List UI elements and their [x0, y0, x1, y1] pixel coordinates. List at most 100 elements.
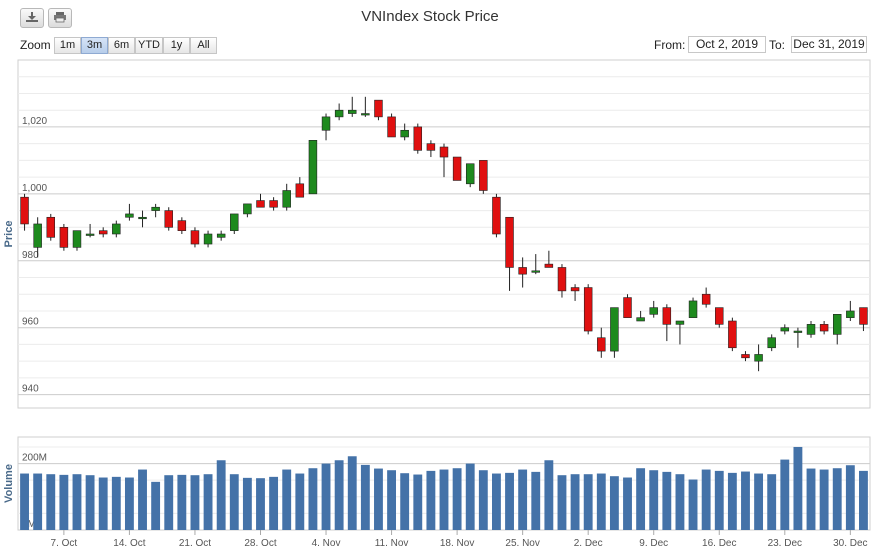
candle	[846, 300, 855, 321]
candle	[492, 193, 501, 238]
x-tick-label: 28. Oct	[244, 538, 276, 549]
candle	[203, 230, 213, 248]
zoom-3m-button[interactable]: 3m	[81, 37, 108, 54]
volume-bar	[33, 473, 43, 530]
volume-bar	[216, 460, 226, 530]
download-button[interactable]	[20, 8, 44, 28]
zoom-label: Zoom	[20, 38, 51, 52]
candle	[701, 287, 711, 308]
volume-bar	[636, 468, 646, 530]
candle-body	[190, 230, 200, 245]
to-date-input[interactable]: Dec 31, 2019	[791, 36, 867, 53]
candle	[125, 203, 134, 221]
candle-body	[230, 213, 239, 231]
volume-bar	[190, 475, 200, 530]
candle	[334, 103, 344, 121]
candle	[243, 203, 252, 218]
candle-body	[662, 307, 672, 325]
volume-bar	[505, 472, 514, 530]
candle	[570, 284, 580, 301]
candle-body	[98, 230, 108, 235]
candle-body	[282, 190, 291, 208]
volume-bar	[727, 472, 737, 530]
candle-body	[269, 200, 278, 208]
x-tick-label: 25. Nov	[505, 538, 539, 549]
candle-body	[439, 146, 449, 158]
volume-bar	[72, 474, 82, 530]
volume-bar	[20, 473, 29, 530]
candle-body	[465, 163, 475, 185]
candle	[715, 307, 724, 328]
price-panel-frame	[17, 59, 871, 409]
candle-body	[138, 216, 147, 220]
volume-bar	[387, 470, 397, 530]
candle-body	[164, 210, 173, 228]
x-tick-label: 30. Dec	[833, 538, 867, 549]
candle-body	[570, 287, 580, 292]
candle-body	[557, 267, 567, 292]
volume-bar	[295, 473, 305, 530]
candle	[518, 257, 527, 288]
volume-bar	[793, 446, 803, 530]
candle	[452, 156, 462, 181]
candle	[505, 216, 514, 291]
volume-bar	[85, 475, 95, 530]
zoom-1y-button[interactable]: 1y	[163, 37, 190, 54]
candle	[675, 320, 685, 345]
candle	[623, 294, 632, 318]
candle	[597, 327, 606, 358]
candle	[832, 314, 842, 345]
volume-bar	[229, 474, 239, 530]
zoom-all-button[interactable]: All	[190, 37, 217, 54]
candle	[20, 193, 29, 231]
volume-bar	[531, 471, 541, 530]
candle-body	[780, 327, 790, 332]
to-label: To:	[769, 38, 786, 52]
volume-bar	[675, 474, 685, 530]
price-tick-label: 1,000	[22, 183, 47, 194]
candle-body	[348, 109, 357, 114]
volume-bar	[544, 460, 554, 530]
candle	[636, 310, 645, 322]
volume-bar	[845, 465, 855, 530]
print-button[interactable]	[48, 8, 72, 28]
candle	[138, 210, 147, 228]
candle	[112, 220, 121, 238]
volume-bar	[557, 475, 567, 530]
x-tick-label: 16. Dec	[702, 538, 736, 549]
candle-body	[59, 227, 69, 248]
candle	[439, 143, 449, 178]
candle	[688, 297, 698, 318]
candle-body	[112, 223, 121, 235]
volume-bar	[780, 459, 790, 530]
candle	[33, 217, 42, 258]
from-date-input[interactable]: Oct 2, 2019	[688, 36, 766, 53]
volume-bar	[177, 474, 187, 530]
candle	[216, 230, 226, 241]
volume-bar	[596, 473, 606, 530]
volume-bar	[203, 474, 213, 530]
volume-bar	[701, 469, 711, 530]
zoom-6m-button[interactable]: 6m	[108, 37, 135, 54]
candle-body	[151, 206, 160, 211]
candle	[269, 197, 278, 211]
candle	[308, 140, 318, 195]
zoom-ytd-button[interactable]: YTD	[135, 37, 163, 54]
candle	[465, 163, 475, 188]
candle-body	[597, 337, 606, 352]
volume-bar	[819, 469, 829, 530]
volume-bar	[242, 477, 252, 530]
candle	[98, 227, 108, 238]
candle-body	[492, 196, 501, 235]
volume-bar	[164, 475, 174, 530]
candle-body	[413, 126, 423, 151]
candle-body	[806, 324, 816, 335]
zoom-1m-button[interactable]: 1m	[54, 37, 81, 54]
volume-bar	[609, 476, 619, 530]
candle-body	[400, 129, 409, 138]
x-tick-label: 21. Oct	[179, 538, 211, 549]
candle-body	[846, 310, 855, 318]
volume-bar	[138, 469, 147, 530]
candle-body	[243, 203, 252, 215]
volume-bar	[151, 481, 161, 530]
